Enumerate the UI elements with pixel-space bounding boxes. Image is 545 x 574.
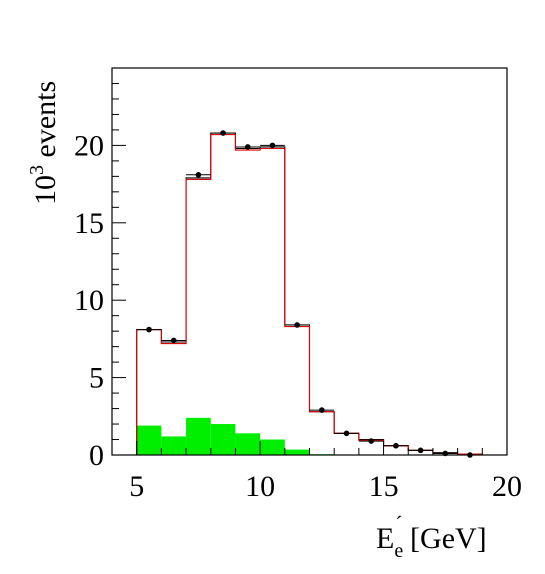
background-bar-6 xyxy=(284,449,310,455)
data-point-4 xyxy=(244,144,251,150)
background-bar-1 xyxy=(161,436,187,455)
data-point-8 xyxy=(343,430,350,437)
y-tick-label-3: 15 xyxy=(74,207,104,240)
x-tick-label-3: 20 xyxy=(492,470,522,503)
x-tick-label-1: 10 xyxy=(245,470,275,503)
data-point-10 xyxy=(393,442,399,449)
x-tick-label-2: 15 xyxy=(369,470,399,503)
y-tick-label-2: 10 xyxy=(74,284,104,317)
y-axis-title: 103 events xyxy=(26,81,62,205)
data-point-1 xyxy=(170,337,177,344)
data-point-2 xyxy=(195,172,202,178)
background-bar-4 xyxy=(235,433,261,455)
mc-histogram-red xyxy=(136,134,483,455)
background-bar-2 xyxy=(186,417,211,455)
data-point-9 xyxy=(368,438,375,444)
x-axis-title: Ee´ [GeV] xyxy=(376,511,487,562)
data-point-6 xyxy=(294,322,300,328)
y-tick-label-1: 5 xyxy=(89,362,104,395)
y-tick-label-4: 20 xyxy=(74,129,104,162)
background-bar-3 xyxy=(210,424,236,455)
data-point-7 xyxy=(319,407,325,413)
data-point-5 xyxy=(269,142,276,149)
data-point-11 xyxy=(417,447,424,454)
y-tick-label-0: 0 xyxy=(89,439,104,472)
background-bar-5 xyxy=(260,439,285,455)
background-bar-0 xyxy=(136,425,162,455)
plot-area xyxy=(136,130,483,458)
data-point-0 xyxy=(146,326,152,333)
data-point-3 xyxy=(220,130,226,136)
x-tick-label-0: 5 xyxy=(129,470,144,503)
